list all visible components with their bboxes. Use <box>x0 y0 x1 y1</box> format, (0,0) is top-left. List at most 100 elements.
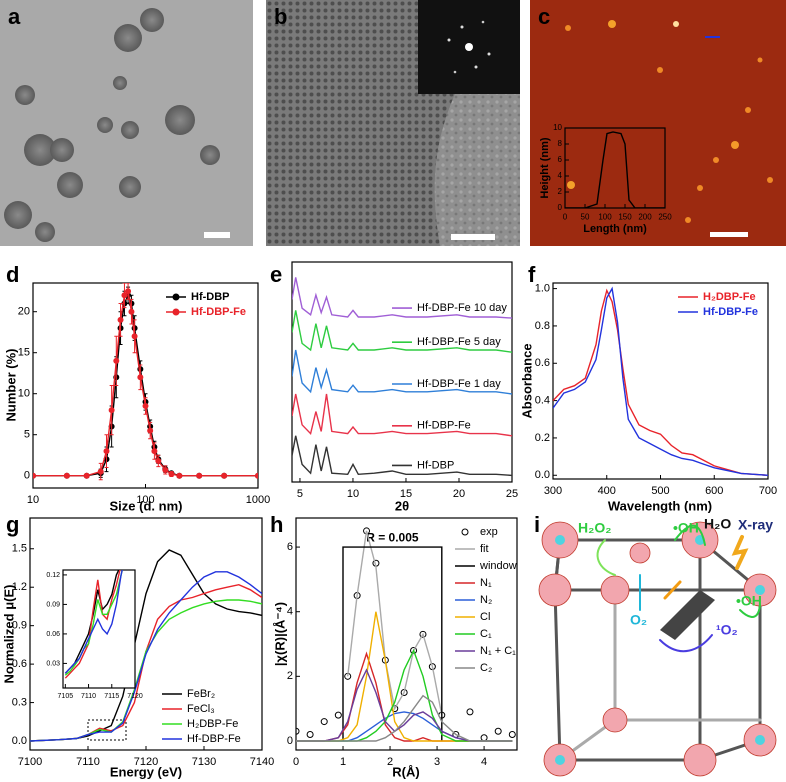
panel-label: c <box>538 4 550 29</box>
y-tick-label: 0.2 <box>535 432 550 444</box>
legend-label: Hf-DBP-Fe <box>191 306 246 318</box>
x-tick-label: 0 <box>293 756 299 768</box>
data-point <box>334 711 342 719</box>
legend-label: window <box>479 560 517 572</box>
data-line <box>296 668 513 742</box>
data-point <box>63 472 70 479</box>
x-tick-label: 4 <box>481 756 487 768</box>
y-tick-label: 6 <box>287 541 293 553</box>
plot-frame <box>564 127 666 209</box>
y-tick-label: 8 <box>558 139 563 148</box>
x-axis-label: 2θ <box>395 498 409 513</box>
x-tick-label: 200 <box>638 212 652 221</box>
y-tick-label: 0 <box>287 735 293 747</box>
panel-label: f <box>528 262 536 287</box>
plot-frame <box>291 261 513 483</box>
series <box>342 546 443 741</box>
data-line <box>296 694 513 742</box>
x-tick-label: 600 <box>705 485 723 497</box>
y-axis-label: |χ(R)|(Å⁻⁴) <box>272 602 287 666</box>
x-tick-label: 500 <box>651 485 669 497</box>
data-line <box>64 570 123 676</box>
series <box>33 283 258 481</box>
chart: 10 100 1000 0 5 10 15 20 Size (d. nm) Number (%) d… <box>3 262 270 514</box>
y-tick-label: 0.0 <box>535 469 550 481</box>
y-axis-label: Normalized μ(E) <box>1 585 16 684</box>
y-tick-label: 20 <box>18 306 30 318</box>
data-point <box>131 333 138 340</box>
panel-label: d <box>6 262 19 287</box>
y-tick-label: 0.03 <box>46 660 60 667</box>
diagram-label: •OH <box>673 520 699 536</box>
series <box>292 349 512 395</box>
data-line <box>565 131 665 208</box>
x-axis-label: Length (nm) <box>583 223 647 235</box>
data-line <box>342 546 443 741</box>
x-tick-label: 2 <box>387 756 393 768</box>
x-tick-label: 7130 <box>192 756 216 768</box>
legend-marker <box>172 308 180 316</box>
series <box>347 530 443 716</box>
y-tick-label: 0.0 <box>12 735 27 747</box>
data-point <box>466 708 474 716</box>
data-line <box>292 310 512 353</box>
data-point <box>176 472 183 479</box>
data-point <box>108 407 115 414</box>
data-point <box>137 374 144 381</box>
legend-label: exp <box>480 526 498 538</box>
legend-label: Hf-DBP-Fe 10 day <box>417 302 507 314</box>
x-tick-label: 1 <box>340 756 346 768</box>
x-axis-label: Energy (eV) <box>110 764 182 779</box>
data-point <box>97 468 104 475</box>
legend-label: Hf-DBP-Fe <box>703 306 758 318</box>
data-point <box>306 730 314 738</box>
data-point <box>255 472 258 479</box>
y-tick-label: 0.9 <box>12 620 27 632</box>
legend-label: Hf-DBP <box>417 459 454 471</box>
data-point <box>419 630 427 638</box>
y-tick-label: 0.09 <box>46 601 60 608</box>
series <box>553 286 768 476</box>
y-tick-label: 0.3 <box>12 696 27 708</box>
legend-label: N₁ <box>480 577 492 589</box>
data-line <box>292 393 512 437</box>
data-point <box>83 472 90 479</box>
legend-marker <box>172 293 180 301</box>
x-tick-label: 15 <box>400 488 412 500</box>
annotation: R = 0.005 <box>366 530 419 544</box>
y-tick-label: 6 <box>558 155 563 164</box>
legend-label: Hf-DBP <box>191 291 230 303</box>
x-tick-label: 7120 <box>134 756 158 768</box>
data-line <box>33 289 258 477</box>
x-tick-label: 20 <box>453 488 465 500</box>
legend-label: H₂DBP-Fe <box>703 291 756 303</box>
y-tick-label: 15 <box>18 347 30 359</box>
diagram-label: H₂O <box>704 516 731 532</box>
diagram-label: H₂O₂ <box>578 520 611 536</box>
x-axis-label: Size (d. nm) <box>110 498 183 513</box>
series <box>64 570 121 679</box>
legend-label: Hf-DBP-Fe 1 day <box>417 378 501 390</box>
diagram-label: •OH <box>736 593 762 609</box>
data-point <box>113 357 120 364</box>
x-tick-label: 25 <box>506 488 518 500</box>
series <box>30 571 262 742</box>
chart: 5 10 15 20 25 2θ e Hf-DBP-Fe 10 day Hf-DBP-Fe 5 … <box>270 261 518 513</box>
x-tick-label: 10 <box>347 488 359 500</box>
legend-label: C₂ <box>480 662 492 674</box>
y-tick-label: 0 <box>558 203 563 212</box>
data-line <box>33 293 258 477</box>
y-tick-label: 0.06 <box>46 631 60 638</box>
legend-label: Hf-DBP-Fe <box>187 733 241 745</box>
x-tick-label: 400 <box>598 485 616 497</box>
diagram-label: ¹O₂ <box>716 622 738 638</box>
series <box>296 694 513 742</box>
x-tick-label: 5 <box>297 488 303 500</box>
data-point <box>162 466 169 473</box>
x-tick-label: 150 <box>618 212 632 221</box>
data-point <box>221 472 228 479</box>
y-tick-label: 4 <box>558 171 563 180</box>
legend-label: H₂DBP-Fe <box>187 718 238 730</box>
chart: 7105 7110 7115 7120 0.03 0.06 0.09 0.12 <box>46 569 143 700</box>
